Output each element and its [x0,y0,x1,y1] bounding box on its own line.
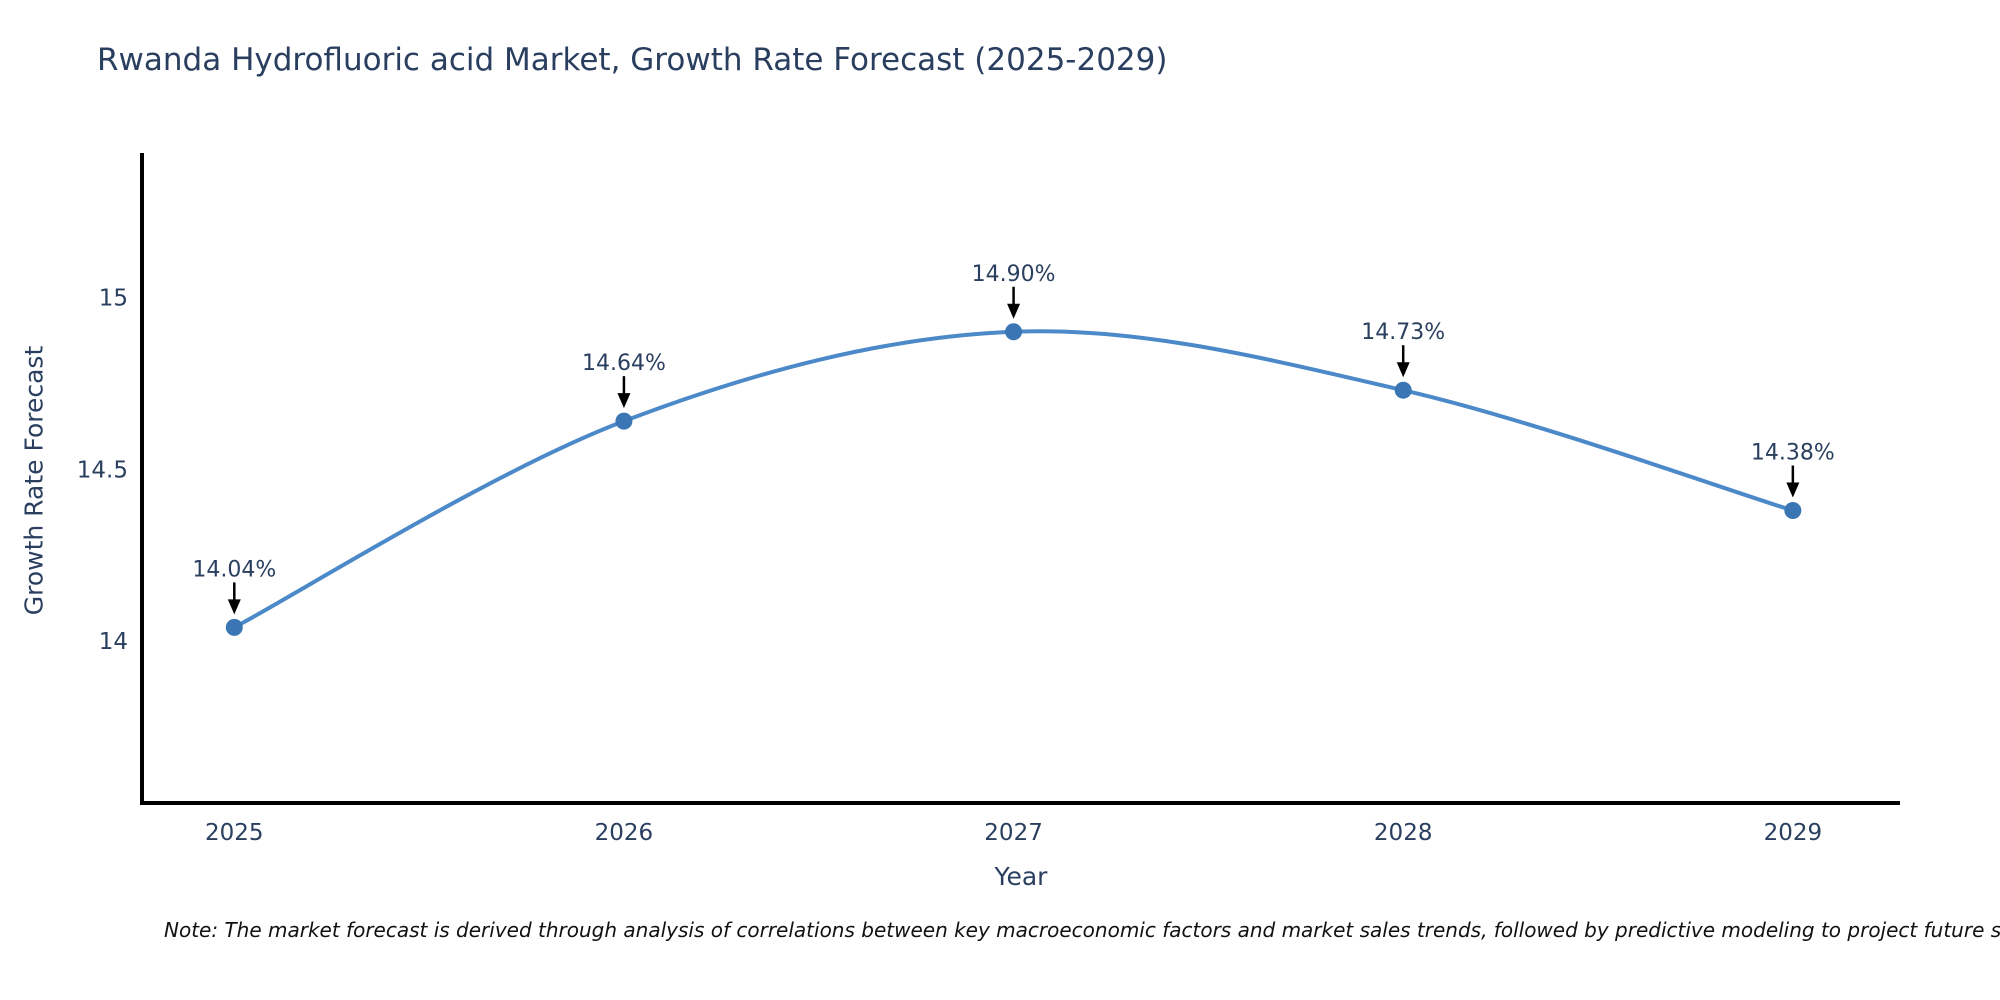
x-tick-label: 2025 [205,820,264,846]
data-point-label: 14.64% [582,351,666,376]
forecast-line[interactable] [232,329,1795,630]
annotation-arrowhead-icon [1007,303,1021,319]
data-point-label: 14.73% [1361,320,1445,345]
footnote-text: Note: The market forecast is derived thr… [164,918,2000,942]
annotation-arrowhead-icon [617,393,631,409]
chart-title: Rwanda Hydrofluoric acid Market, Growth … [97,42,1168,78]
x-tick-label: 2027 [984,820,1043,846]
annotation-arrowhead-icon [227,599,241,615]
x-tick-label: 2026 [595,820,654,846]
data-point-marker[interactable] [1784,502,1802,520]
data-point-marker[interactable] [1005,323,1023,341]
x-tick-label: 2028 [1374,820,1433,846]
x-axis-title: Year [994,862,1048,891]
annotation-arrowhead-icon [1396,362,1410,378]
y-axis-title: Growth Rate Forecast [19,345,49,616]
annotation-arrowhead-icon [1786,482,1800,498]
y-tick-label: 14.5 [77,457,128,483]
data-point-marker[interactable] [225,618,243,636]
data-point-marker[interactable] [615,412,633,430]
data-point-label: 14.04% [192,557,276,582]
y-tick-label: 15 [99,285,128,311]
data-point-marker[interactable] [1394,381,1412,399]
x-tick-label: 2029 [1764,820,1823,846]
y-tick-label: 14 [99,629,128,655]
data-point-label: 14.90% [972,262,1056,287]
data-point-label: 14.38% [1751,441,1835,466]
